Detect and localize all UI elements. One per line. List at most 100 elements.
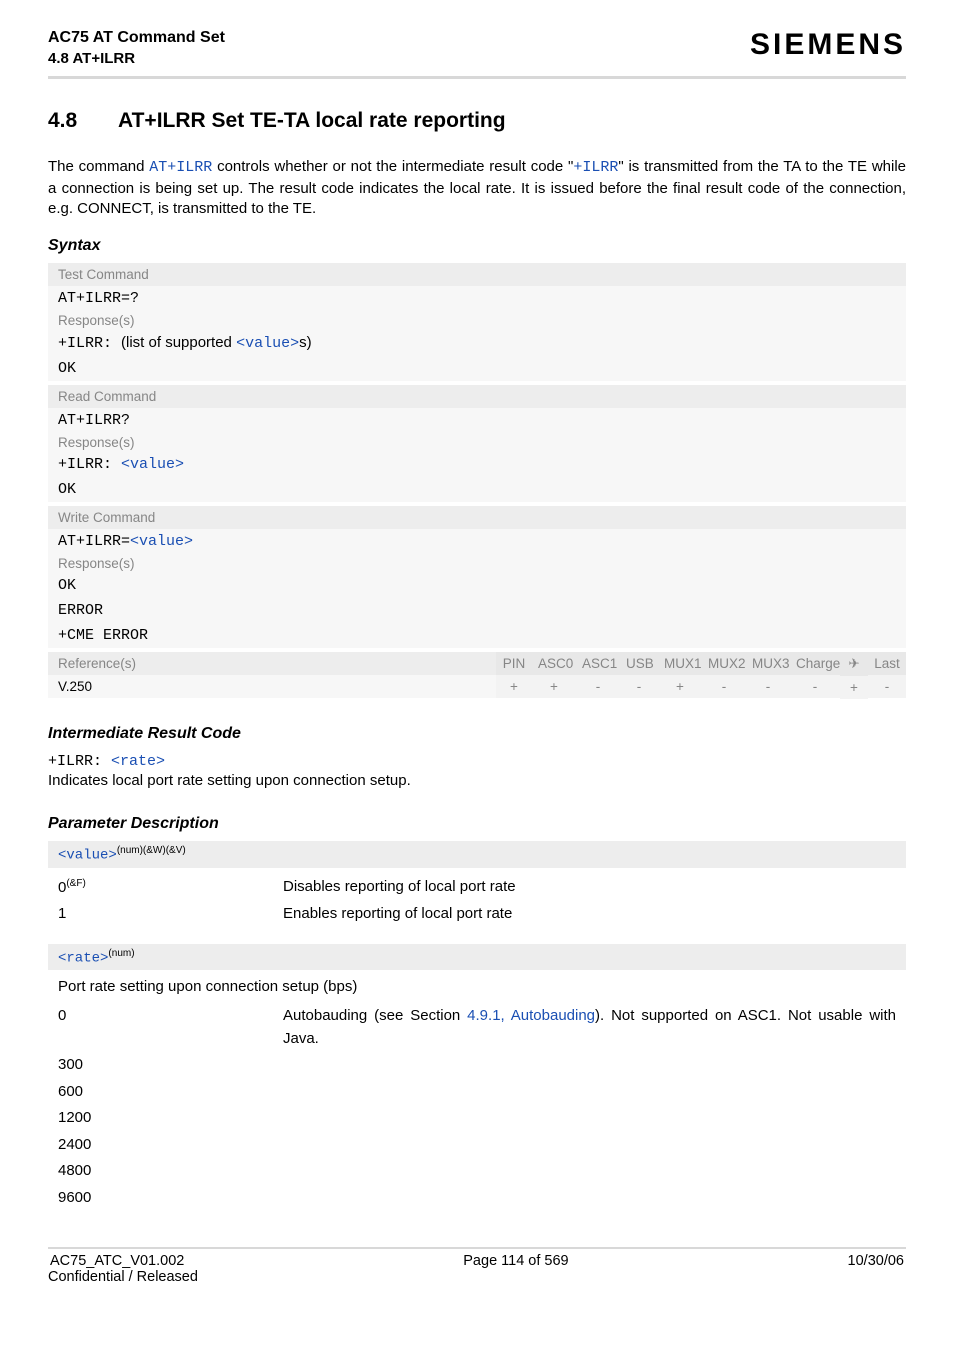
value-link[interactable]: <value> (236, 335, 299, 352)
test-command-cmd: AT+ILRR=? (48, 286, 906, 311)
write-command-label: Write Command (48, 506, 906, 529)
doc-title: AC75 AT Command Set (48, 28, 225, 49)
ref-col-header: MUX1 (658, 652, 702, 675)
param-key: 600 (58, 1081, 283, 1104)
param-description (283, 1107, 896, 1130)
section-link[interactable]: 4.9.1, Autobauding (467, 1007, 595, 1024)
ref-col-header: MUX3 (746, 652, 790, 675)
param-key: 9600 (58, 1187, 283, 1210)
page-header: AC75 AT Command Set 4.8 AT+ILRR SIEMENS (48, 28, 906, 68)
param-row: 1Enables reporting of local port rate (48, 901, 906, 928)
param-row: 0Autobauding (see Section 4.9.1, Autobau… (48, 1003, 906, 1052)
value-link[interactable]: <value> (58, 848, 117, 864)
param-desc-heading: Parameter Description (48, 815, 906, 833)
param-row: 1200 (48, 1105, 906, 1132)
param-row: 9600 (48, 1185, 906, 1212)
header-rule (48, 76, 906, 79)
ref-column: Charge- (790, 652, 840, 699)
footer-left: AC75_ATC_V01.002 (50, 1253, 184, 1269)
param-description (283, 1160, 896, 1183)
ref-column: ✈+ (840, 652, 868, 699)
rate-link[interactable]: <rate> (111, 753, 165, 770)
param-row: 2400 (48, 1132, 906, 1159)
value-link[interactable]: <value> (130, 533, 193, 550)
reference-value: V.250 (48, 675, 496, 698)
ref-column: USB- (620, 652, 658, 699)
param-row: 4800 (48, 1158, 906, 1185)
section-name: AT+ILRR Set TE-TA local rate reporting (118, 109, 506, 132)
rate-param-header: <rate>(num) (48, 944, 906, 971)
param-key: 1 (58, 903, 283, 926)
ref-col-header: USB (620, 652, 658, 675)
value-link[interactable]: <value> (121, 456, 184, 473)
brand-logo: SIEMENS (750, 28, 906, 62)
irc-code: +ILRR: <rate> (48, 751, 906, 772)
footer-center: Page 114 of 569 (463, 1253, 568, 1269)
ref-col-header: ASC0 (532, 652, 576, 675)
footer-confidential: Confidential / Released (48, 1269, 906, 1285)
response-label: Response(s) (48, 311, 906, 330)
response-label: Response(s) (48, 433, 906, 452)
param-key: 1200 (58, 1107, 283, 1130)
read-command-cmd: AT+ILRR? (48, 408, 906, 433)
rate-link[interactable]: <rate> (58, 950, 108, 966)
intro-paragraph: The command AT+ILRR controls whether or … (48, 157, 906, 219)
param-row: 600 (48, 1079, 906, 1106)
read-command-response: +ILRR: <value> (48, 452, 906, 477)
ref-col-value: - (746, 675, 790, 698)
param-row: 300 (48, 1052, 906, 1079)
param-description (283, 1187, 896, 1210)
param-key: 300 (58, 1054, 283, 1077)
ref-col-value: + (840, 676, 868, 699)
ref-col-header: MUX2 (702, 652, 746, 675)
ref-col-header: Last (868, 652, 906, 675)
ok-text: OK (48, 477, 906, 502)
param-description: Enables reporting of local port rate (283, 903, 896, 926)
param-key: 0 (58, 1005, 283, 1050)
ref-col-value: + (496, 675, 532, 698)
ok-text: OK (48, 573, 906, 598)
page-footer: AC75_ATC_V01.002 Page 114 of 569 10/30/0… (48, 1253, 906, 1269)
value-param-header: <value>(num)(&W)(&V) (48, 841, 906, 868)
reference-table: Reference(s) V.250 PIN+ASC0+ASC1-USB-MUX… (48, 652, 906, 699)
ref-col-value: + (532, 675, 576, 698)
ref-col-value: + (658, 675, 702, 698)
syntax-heading: Syntax (48, 237, 906, 255)
param-key: 2400 (58, 1134, 283, 1157)
write-command-cmd: AT+ILRR=<value> (48, 529, 906, 554)
ref-col-header: ASC1 (576, 652, 620, 675)
ref-col-value: - (576, 675, 620, 698)
section-title: 4.8AT+ILRR Set TE-TA local rate reportin… (48, 109, 906, 133)
read-command-label: Read Command (48, 385, 906, 408)
param-key: 4800 (58, 1160, 283, 1183)
doc-subtitle: 4.8 AT+ILRR (48, 49, 225, 69)
ref-col-value: - (702, 675, 746, 698)
test-command-label: Test Command (48, 263, 906, 286)
test-command-block: Test Command AT+ILRR=? Response(s) +ILRR… (48, 263, 906, 381)
read-command-block: Read Command AT+ILRR? Response(s) +ILRR:… (48, 385, 906, 502)
param-row: 0(&F)Disables reporting of local port ra… (48, 874, 906, 902)
footer-right: 10/30/06 (848, 1253, 904, 1269)
ref-column: PIN+ (496, 652, 532, 699)
response-label: Response(s) (48, 554, 906, 573)
write-command-block: Write Command AT+ILRR=<value> Response(s… (48, 506, 906, 648)
cmd-link[interactable]: +ILRR (573, 159, 618, 176)
param-key: 0(&F) (58, 876, 283, 900)
ref-col-header: ✈ (840, 652, 868, 676)
rate-intro: Port rate setting upon connection setup … (48, 976, 906, 1003)
param-description: Disables reporting of local port rate (283, 876, 896, 900)
irc-description: Indicates local port rate setting upon c… (48, 772, 906, 801)
ok-text: OK (48, 356, 906, 381)
param-description (283, 1054, 896, 1077)
cmd-link[interactable]: AT+ILRR (149, 159, 212, 176)
ref-column: Last- (868, 652, 906, 699)
ref-col-header: Charge (790, 652, 840, 675)
section-number: 4.8 (48, 109, 118, 133)
ref-col-value: - (790, 675, 840, 698)
ref-column: MUX2- (702, 652, 746, 699)
test-command-response: +ILRR: (list of supported <value>s) (48, 330, 906, 356)
param-description (283, 1134, 896, 1157)
ref-column: MUX3- (746, 652, 790, 699)
error-text: ERROR (48, 598, 906, 623)
footer-rule (48, 1247, 906, 1249)
